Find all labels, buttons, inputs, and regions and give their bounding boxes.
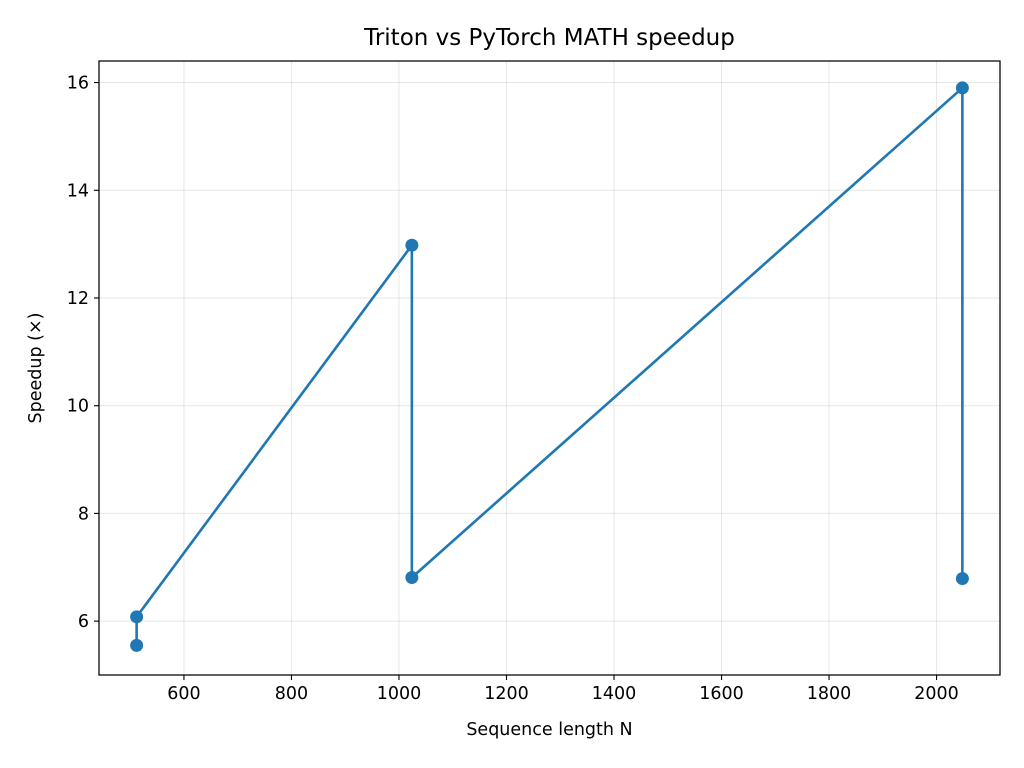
data-point — [955, 81, 969, 95]
x-tick-label: 1200 — [484, 684, 529, 704]
data-point — [130, 638, 144, 652]
chart-title: Triton vs PyTorch MATH speedup — [363, 25, 735, 51]
x-tick-label: 2000 — [914, 684, 959, 704]
y-tick-label: 6 — [78, 612, 89, 632]
x-tick-label: 800 — [275, 684, 308, 704]
y-tick-label: 16 — [67, 74, 89, 94]
plot-frame — [98, 60, 1001, 676]
x-tick-label: 1400 — [592, 684, 637, 704]
x-tick-label: 1000 — [377, 684, 422, 704]
y-tick-label: 8 — [78, 504, 89, 524]
series-layer — [130, 81, 969, 652]
grid — [99, 61, 1000, 675]
data-point — [955, 572, 969, 586]
x-tick-label: 1600 — [699, 684, 744, 704]
y-axis-label: Speedup (×) — [26, 313, 46, 424]
y-tick-label: 14 — [67, 181, 89, 201]
y-tick-label: 10 — [67, 397, 89, 417]
x-tick-label: 600 — [167, 684, 200, 704]
ticks: 600 800 1000 1200 1400 1600 1800 2000 6 8 10 12 14 16 — [67, 74, 959, 704]
data-point — [405, 238, 419, 252]
x-tick-label: 1800 — [807, 684, 852, 704]
data-point — [130, 610, 144, 624]
data-point — [405, 571, 419, 585]
x-axis-label: Sequence length N — [466, 720, 632, 740]
y-tick-label: 12 — [67, 289, 89, 309]
